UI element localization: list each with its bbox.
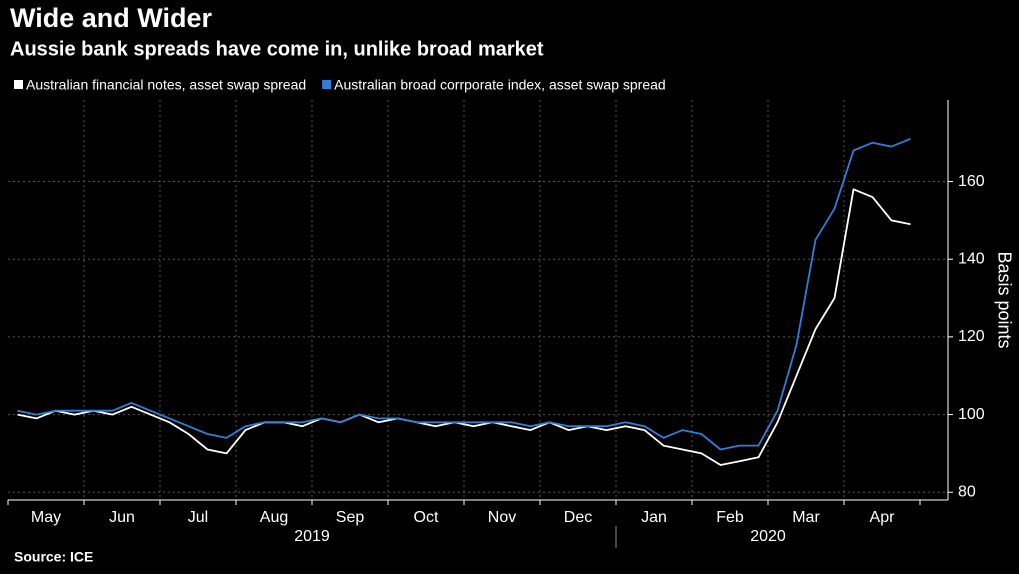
x-tick-label: Nov <box>488 509 516 526</box>
x-tick-label: Jan <box>641 509 667 526</box>
x-tick-label: Feb <box>716 509 744 526</box>
x-tick-label: Aug <box>260 509 288 526</box>
x-tick-label: May <box>31 509 61 526</box>
legend-label: Australian financial notes, asset swap s… <box>26 77 306 93</box>
y-tick-label: 80 <box>958 483 976 500</box>
x-tick-label: Dec <box>564 509 592 526</box>
x-tick-label: Apr <box>870 509 896 526</box>
y-tick-label: 140 <box>958 250 985 267</box>
x-tick-label: Oct <box>414 509 439 526</box>
chart-subtitle: Aussie bank spreads have come in, unlike… <box>10 38 544 60</box>
legend-label: Australian broad corrporate index, asset… <box>334 77 666 93</box>
y-tick-label: 100 <box>958 406 985 423</box>
y-tick-label: 120 <box>958 328 985 345</box>
chart-title: Wide and Wider <box>10 3 213 33</box>
x-tick-label: Mar <box>792 509 820 526</box>
legend-swatch <box>322 80 332 89</box>
x-tick-label: Sep <box>336 509 365 526</box>
legend-swatch <box>14 80 23 89</box>
source: Source: ICE <box>14 549 93 565</box>
series-line <box>17 188 911 466</box>
series-line <box>17 137 911 451</box>
x-group-label: 2019 <box>294 528 330 545</box>
x-tick-label: Jun <box>109 509 135 526</box>
x-tick-label: Jul <box>188 509 208 526</box>
y-tick-label: 160 <box>958 173 985 190</box>
y-axis-label: Basis points <box>994 251 1014 348</box>
x-group-label: 2020 <box>750 528 786 545</box>
